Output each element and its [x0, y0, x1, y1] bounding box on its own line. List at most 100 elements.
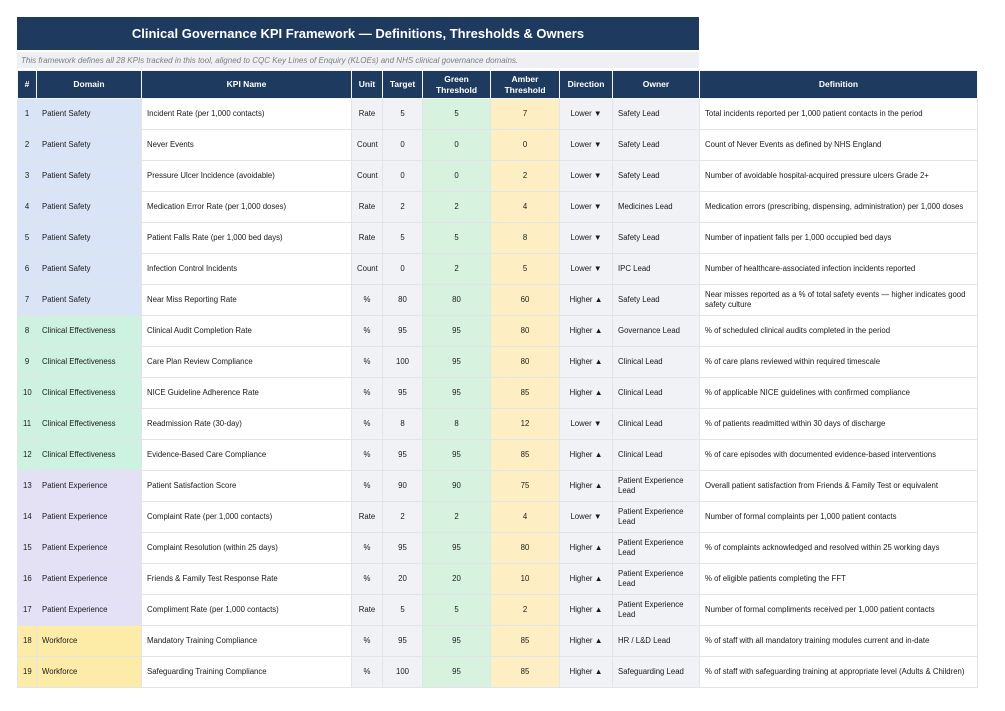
table-row: 3 Patient Safety Pressure Ulcer Incidence …	[17, 160, 978, 192]
cell-unit: Count	[351, 129, 383, 161]
cell-domain: Patient Safety	[36, 191, 142, 223]
cell-kpi: Patient Satisfaction Score	[141, 470, 352, 502]
cell-kpi: Safeguarding Training Compliance	[141, 656, 352, 688]
cell-kpi: Evidence-Based Care Compliance	[141, 439, 352, 471]
cell-direction: Higher ▲	[559, 315, 613, 347]
page-subtitle-bar: This framework defines all 28 KPIs track…	[17, 52, 699, 68]
cell-kpi: Complaint Rate (per 1,000 contacts)	[141, 501, 352, 533]
table-row: 10 Clinical Effectiveness NICE Guideline A…	[17, 377, 978, 409]
cell-direction: Higher ▲	[559, 284, 613, 316]
cell-owner: Patient Experience Lead	[612, 532, 700, 564]
cell-amber: 85	[490, 625, 560, 657]
cell-green: 0	[422, 160, 491, 192]
page-subtitle: This framework defines all 28 KPIs track…	[21, 55, 519, 65]
cell-num: 7	[17, 284, 37, 316]
column-header-direction: Direction	[559, 70, 613, 99]
cell-direction: Higher ▲	[559, 346, 613, 378]
cell-direction: Lower ▼	[559, 501, 613, 533]
cell-num: 14	[17, 501, 37, 533]
cell-definition: Number of formal complaints per 1,000 pa…	[699, 501, 978, 533]
cell-amber: 4	[490, 191, 560, 223]
cell-direction: Higher ▲	[559, 377, 613, 409]
table-row: 9 Clinical Effectiveness Care Plan Review …	[17, 346, 978, 378]
cell-green: 95	[422, 315, 491, 347]
cell-amber: 80	[490, 315, 560, 347]
cell-unit: Count	[351, 253, 383, 285]
table-row: 8 Clinical Effectiveness Clinical Audit Co…	[17, 315, 978, 347]
cell-unit: %	[351, 284, 383, 316]
cell-kpi: Compliment Rate (per 1,000 contacts)	[141, 594, 352, 626]
cell-direction: Higher ▲	[559, 470, 613, 502]
cell-target: 90	[382, 470, 423, 502]
cell-kpi: Readmission Rate (30-day)	[141, 408, 352, 440]
cell-owner: Clinical Lead	[612, 408, 700, 440]
cell-definition: Medication errors (prescribing, dispensi…	[699, 191, 978, 223]
cell-definition: % of applicable NICE guidelines with con…	[699, 377, 978, 409]
cell-target: 5	[382, 222, 423, 254]
table-row: 2 Patient Safety Never Events Count 0 0 0 Lower…	[17, 129, 978, 161]
cell-amber: 80	[490, 532, 560, 564]
cell-definition: Overall patient satisfaction from Friend…	[699, 470, 978, 502]
cell-green: 2	[422, 253, 491, 285]
cell-kpi: NICE Guideline Adherence Rate	[141, 377, 352, 409]
table-body: 1 Patient Safety Incident Rate (per 1,000 …	[17, 98, 978, 688]
cell-owner: Clinical Lead	[612, 377, 700, 409]
cell-direction: Lower ▼	[559, 191, 613, 223]
cell-definition: % of eligible patients completing the FF…	[699, 563, 978, 595]
cell-owner: HR / L&D Lead	[612, 625, 700, 657]
cell-owner: Clinical Lead	[612, 439, 700, 471]
cell-kpi: Medication Error Rate (per 1,000 doses)	[141, 191, 352, 223]
cell-direction: Higher ▲	[559, 439, 613, 471]
column-header-domain: Domain	[36, 70, 142, 99]
cell-owner: Medicines Lead	[612, 191, 700, 223]
cell-domain: Workforce	[36, 625, 142, 657]
cell-domain: Patient Safety	[36, 253, 142, 285]
cell-direction: Higher ▲	[559, 594, 613, 626]
column-header-definition: Definition	[699, 70, 978, 99]
table-row: 5 Patient Safety Patient Falls Rate (per 1…	[17, 222, 978, 254]
cell-amber: 2	[490, 594, 560, 626]
cell-num: 16	[17, 563, 37, 595]
cell-direction: Higher ▲	[559, 532, 613, 564]
table-row: 13 Patient Experience Patient Satisfaction…	[17, 470, 978, 502]
cell-owner: Patient Experience Lead	[612, 594, 700, 626]
cell-unit: %	[351, 625, 383, 657]
cell-unit: Rate	[351, 222, 383, 254]
cell-target: 0	[382, 160, 423, 192]
cell-unit: Rate	[351, 594, 383, 626]
cell-definition: Near misses reported as a % of total saf…	[699, 284, 978, 316]
cell-green: 90	[422, 470, 491, 502]
cell-target: 0	[382, 129, 423, 161]
cell-kpi: Clinical Audit Completion Rate	[141, 315, 352, 347]
cell-target: 100	[382, 656, 423, 688]
cell-domain: Patient Experience	[36, 532, 142, 564]
cell-amber: 10	[490, 563, 560, 595]
cell-definition: % of staff with all mandatory training m…	[699, 625, 978, 657]
cell-unit: %	[351, 315, 383, 347]
cell-definition: Number of healthcare-associated infectio…	[699, 253, 978, 285]
cell-owner: Safety Lead	[612, 98, 700, 130]
cell-unit: %	[351, 656, 383, 688]
cell-amber: 85	[490, 377, 560, 409]
cell-definition: % of complaints acknowledged and resolve…	[699, 532, 978, 564]
cell-direction: Lower ▼	[559, 160, 613, 192]
column-header-num: #	[17, 70, 37, 99]
cell-direction: Lower ▼	[559, 408, 613, 440]
cell-definition: % of patients readmitted within 30 days …	[699, 408, 978, 440]
cell-green: 95	[422, 377, 491, 409]
cell-domain: Patient Experience	[36, 470, 142, 502]
cell-owner: Patient Experience Lead	[612, 563, 700, 595]
cell-amber: 75	[490, 470, 560, 502]
cell-definition: Number of formal compliments received pe…	[699, 594, 978, 626]
cell-domain: Patient Safety	[36, 222, 142, 254]
column-header-unit: Unit	[351, 70, 383, 99]
cell-domain: Patient Safety	[36, 98, 142, 130]
page-title: Clinical Governance KPI Framework — Defi…	[131, 26, 585, 41]
cell-direction: Lower ▼	[559, 222, 613, 254]
cell-owner: Safeguarding Lead	[612, 656, 700, 688]
cell-domain: Patient Safety	[36, 129, 142, 161]
cell-target: 5	[382, 98, 423, 130]
cell-owner: Safety Lead	[612, 160, 700, 192]
table-row: 17 Patient Experience Compliment Rate (per…	[17, 594, 978, 626]
cell-definition: Number of avoidable hospital-acquired pr…	[699, 160, 978, 192]
